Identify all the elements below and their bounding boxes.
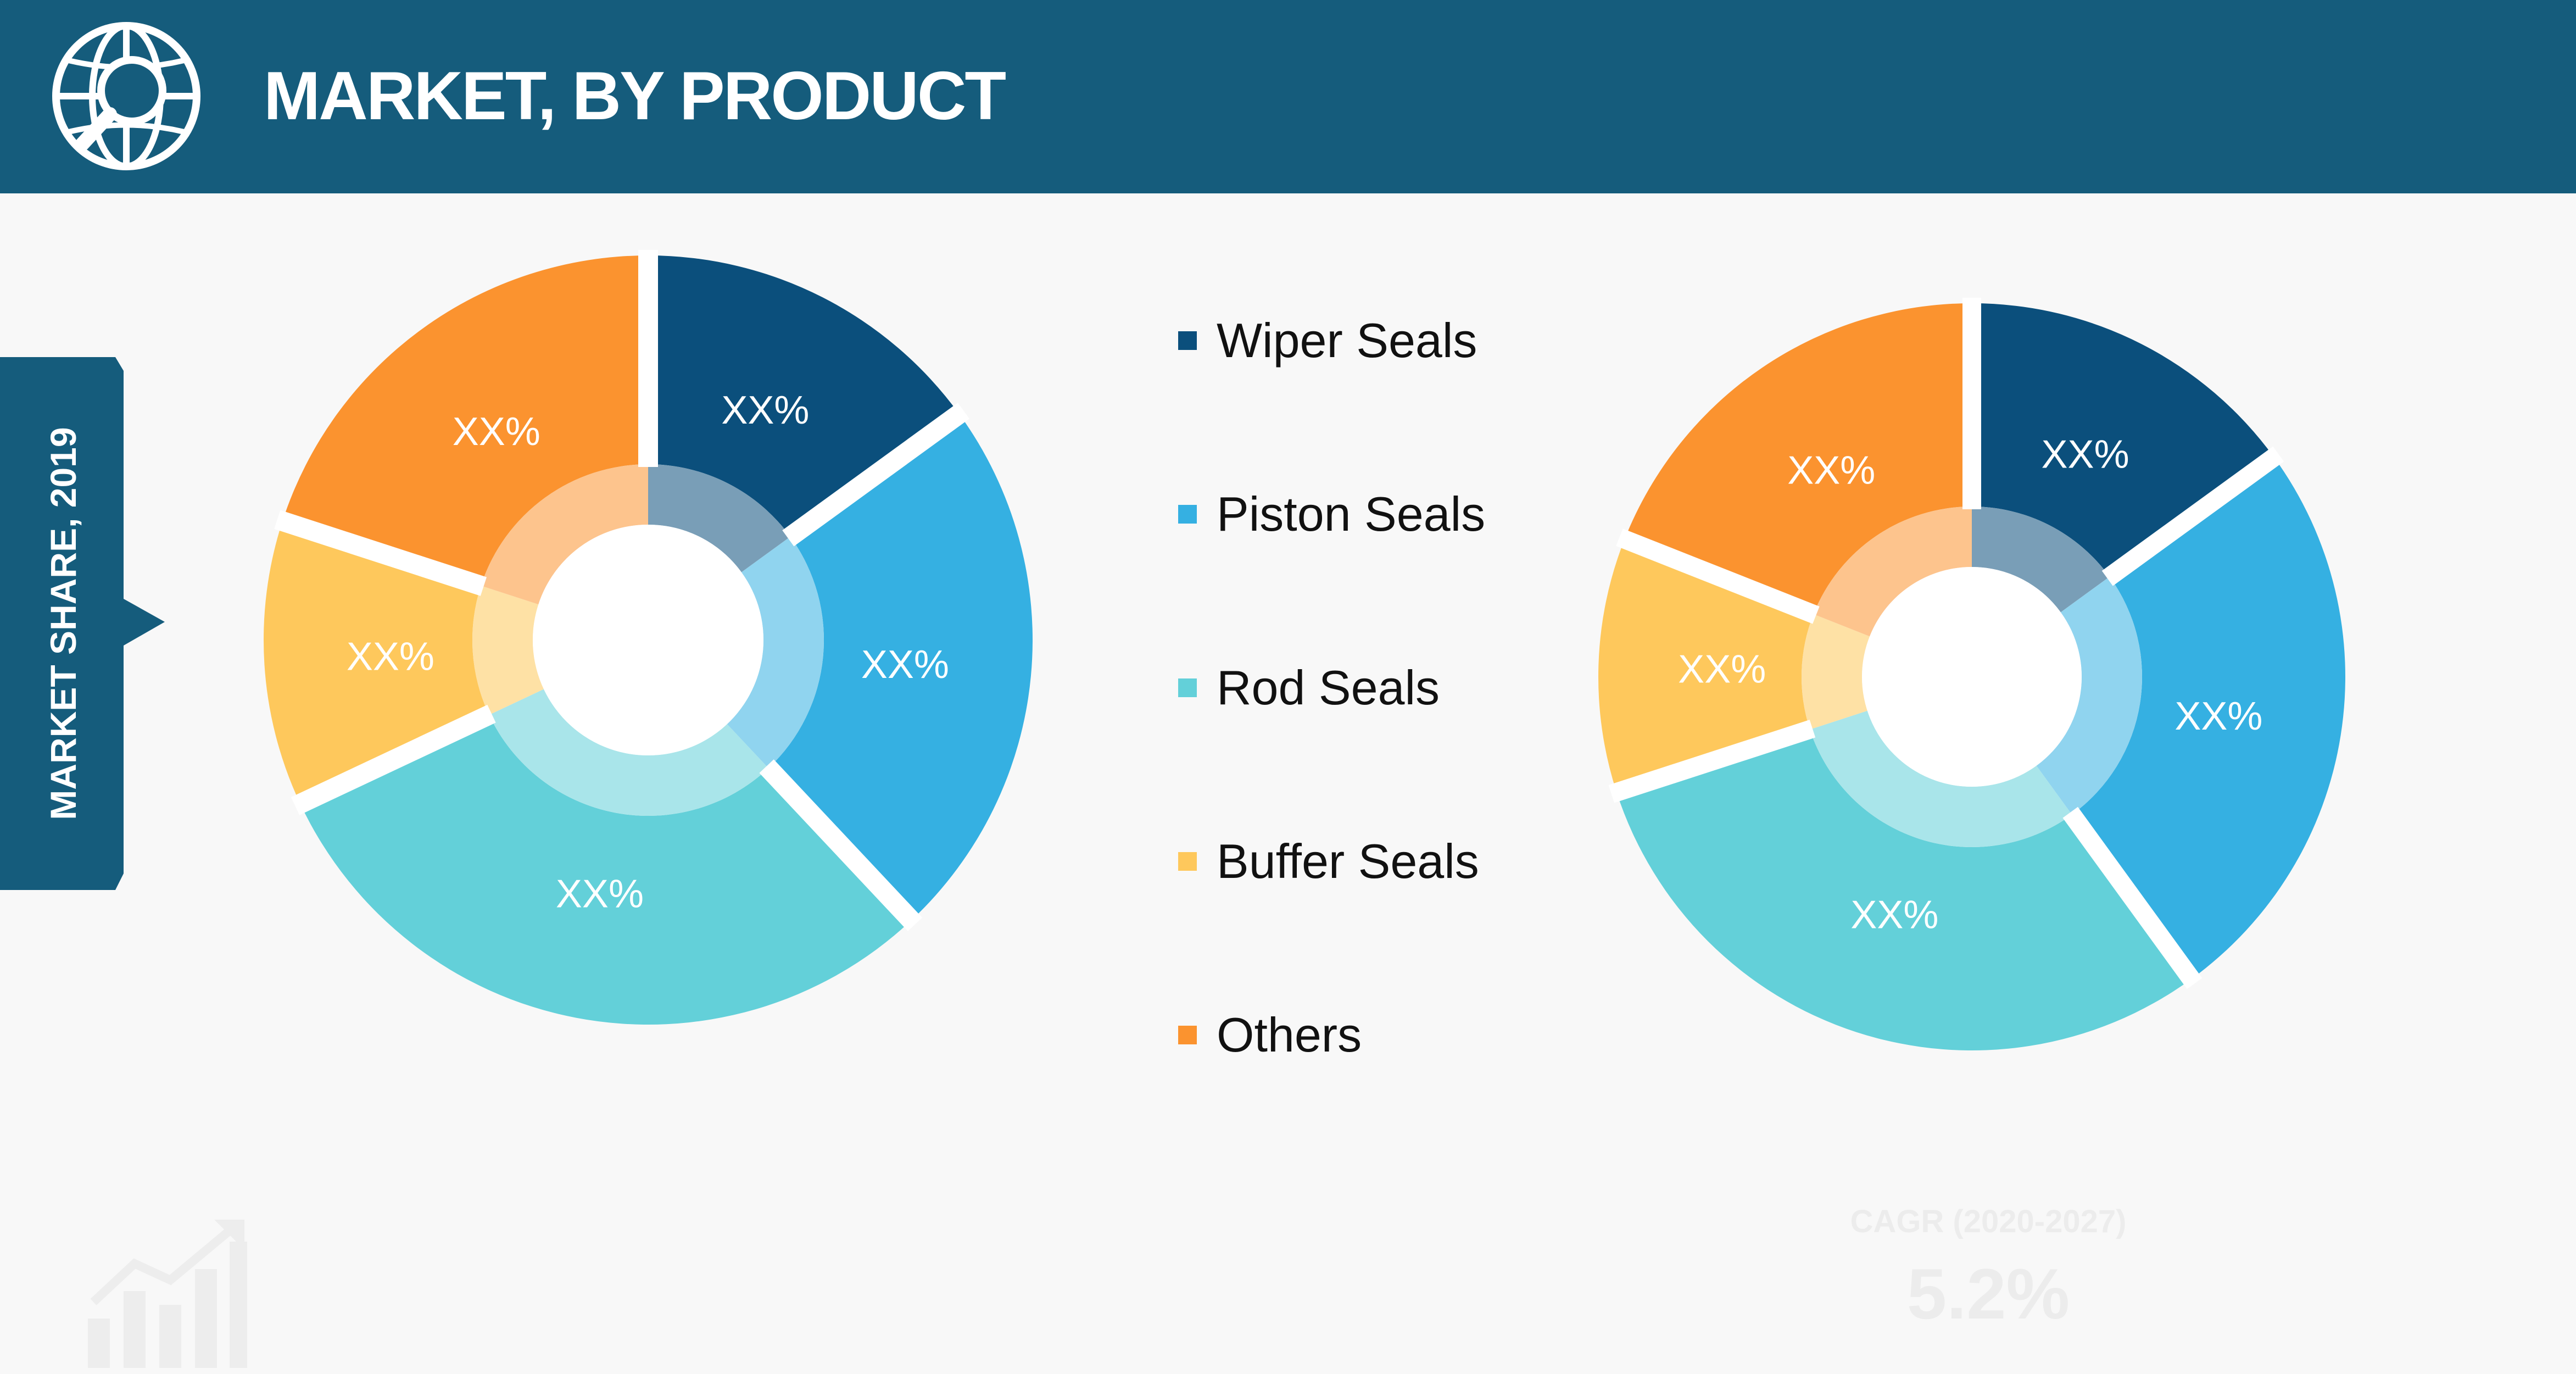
donut-hole [1862, 567, 2082, 787]
header-bar: MARKET, BY PRODUCT [0, 0, 2576, 193]
slice-gap [1608, 720, 1816, 803]
slice-others [1624, 303, 1972, 614]
slice-others [282, 255, 648, 586]
data-label: XX% [556, 872, 644, 916]
bar-chart-growth-icon [88, 1220, 247, 1368]
slice-inner-piston-seals [727, 536, 824, 769]
slice-inner-rod-seals [489, 689, 769, 816]
legend-label: Wiper Seals [1217, 313, 1477, 368]
donut-hole [533, 525, 763, 755]
slice-inner-wiper-seals [1972, 507, 2110, 613]
slice-gap [782, 403, 969, 547]
legend-label: Rod Seals [1217, 660, 1440, 715]
data-label: XX% [861, 643, 949, 687]
donut-chart-1: XX% XX% XX% XX% XX% [264, 250, 1033, 1025]
slice-rod-seals [1616, 729, 2192, 1051]
legend-swatch [1178, 505, 1197, 524]
data-label: XX% [1787, 449, 1875, 493]
data-label: XX% [2174, 694, 2262, 738]
legend-swatch [1178, 678, 1197, 697]
legend-label: Others [1217, 1008, 1362, 1062]
legend-swatch [1178, 1026, 1197, 1044]
legend-label: Buffer Seals [1217, 834, 1479, 888]
legend-swatch [1178, 852, 1197, 871]
slice-inner-buffer-seals [1801, 614, 1870, 730]
slice-gap [291, 704, 496, 815]
data-label: XX% [2042, 433, 2129, 477]
slice-gap [2062, 806, 2203, 989]
slice-piston-seals [2072, 457, 2345, 980]
slice-inner-buffer-seals [472, 586, 544, 715]
slice-inner-rod-seals [1810, 710, 2072, 848]
legend-label: Piston Seals [1217, 487, 1486, 541]
slice-inner-others [1813, 507, 1972, 637]
slice-gap [759, 759, 923, 931]
cagr-label: CAGR (2020-2027) [1850, 1204, 2127, 1239]
data-label: XX% [453, 410, 540, 454]
globe-magnifier-icon [52, 22, 200, 170]
slice-inner-piston-seals [2036, 576, 2142, 815]
data-label: XX% [1678, 648, 1766, 692]
slice-inner-wiper-seals [648, 464, 790, 572]
legend-swatch [1178, 331, 1197, 350]
slice-piston-seals [768, 414, 1033, 921]
slice-gap [274, 510, 487, 596]
data-label: XX% [1850, 893, 1938, 937]
page-title: MARKET, BY PRODUCT [264, 58, 1006, 134]
slice-rod-seals [300, 715, 912, 1025]
cagr-value: 5.2% [1906, 1254, 2070, 1334]
donut-chart-2: XX% XX% XX% XX% XX% [1598, 298, 2345, 1051]
slice-gap [2101, 446, 2284, 586]
slice-gap [1616, 529, 1820, 624]
slice-inner-others [481, 464, 648, 605]
data-label: XX% [347, 635, 434, 679]
data-label: XX% [721, 388, 809, 432]
side-tab [0, 357, 165, 890]
